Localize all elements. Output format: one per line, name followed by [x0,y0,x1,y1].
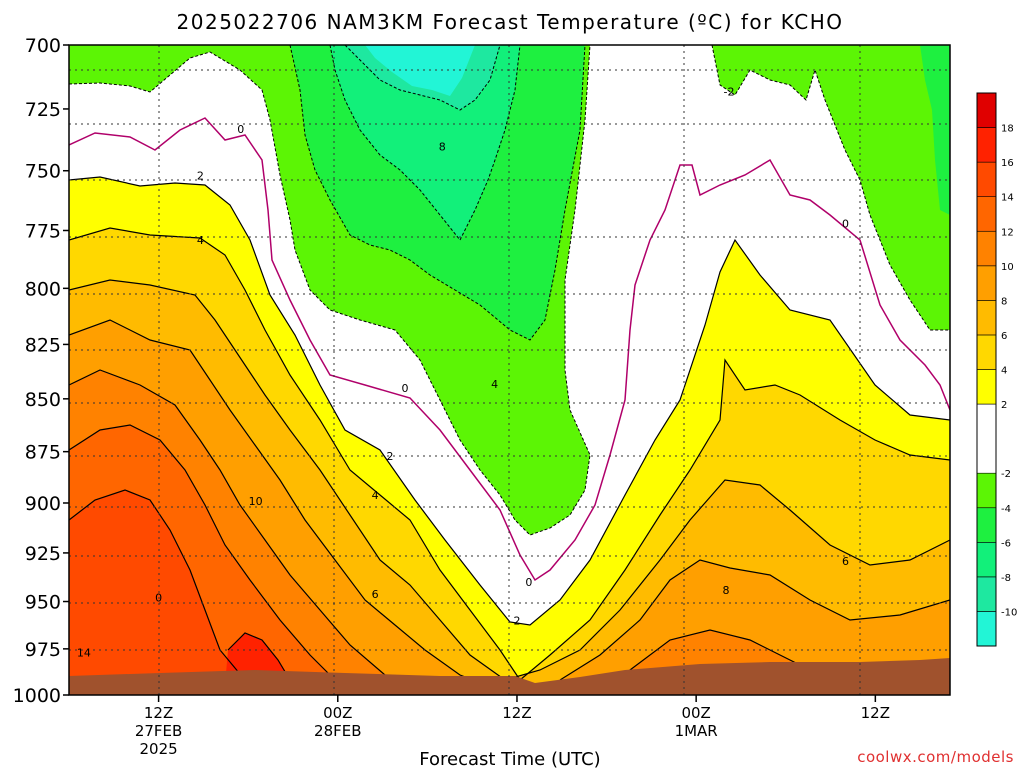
colorbar-swatch [976,300,997,336]
contour-label: 2 [197,170,204,183]
band-minus2-minus4-east [712,45,950,330]
colorbar-swatch [976,507,997,543]
contour-label: 0 [155,592,162,605]
contour-label: 0 [401,382,408,395]
colorbar-label: -10 [1001,607,1017,618]
contour-label: 6 [372,588,379,601]
y-tick-label: 700 [25,35,61,57]
colorbar-swatch [976,576,997,612]
colorbar-swatch [976,472,997,509]
contour-plus16-line [227,632,291,681]
contour-label: 8 [723,584,730,597]
x-tick-label-date: 28FEB [314,722,361,740]
y-axis: 700 725 750 775 800 825 850 875 900 925 950 975 1000 [13,35,69,707]
contour-minus4-line [289,45,586,341]
colorbar-swatch [976,369,997,405]
y-tick-label: 825 [25,334,61,356]
band-14-16 [69,490,245,690]
contour-label: 10 [249,495,263,508]
colorbar-swatch [976,161,997,197]
colorbar-label: -8 [1001,573,1011,584]
colorbar: 18 16 14 12 10 8 6 4 2 -2 -4 -6 -8 -10 [976,92,1017,647]
x-tick-label-date: 1MAR [675,722,718,740]
y-tick-label: 975 [25,639,61,661]
chart-title: 2025022706 NAM3KM Forecast Temperature (… [177,10,844,34]
colorbar-label: 8 [1001,296,1007,307]
contour-plus4-line [69,227,950,681]
grid-lines [69,45,950,695]
x-tick-label-year: 2025 [139,740,177,758]
contour-labels: 0 2 4 -2 8 0 0 4 2 4 10 6 8 6 0 2 0 14 [77,85,849,659]
y-tick-label: 875 [25,442,61,464]
y-tick-label: 950 [25,592,61,614]
band-minus10-minus12 [365,45,475,96]
colorbar-label: 14 [1001,193,1014,204]
contour-label: 6 [842,555,849,568]
contour-label: 14 [77,647,91,660]
colorbar-swatch [976,334,997,370]
colorbar-label: 16 [1001,158,1014,169]
contour-plus6-line [69,279,950,681]
colorbar-swatch [976,196,997,232]
y-tick-label: 850 [25,389,61,411]
colorbar-label: -4 [1001,504,1011,515]
x-tick-label-date: 27FEB [135,722,182,740]
contour-plus12-line [69,424,341,686]
x-axis-title: Forecast Time (UTC) [419,749,600,768]
colorbar-label: 10 [1001,262,1014,273]
y-tick-label: 750 [25,161,61,183]
contour-minus2-east-line [711,45,950,331]
colorbar-frame [976,92,997,647]
contour-label: -2 [724,85,735,98]
contour-minus2-west-line [69,45,591,536]
y-tick-label: 925 [25,543,61,565]
x-tick-label-time: 00Z [323,704,352,722]
x-tick-label-time: 00Z [681,704,710,722]
contour-label: 4 [491,378,498,391]
band-10-12 [69,370,950,695]
x-tick-label-time: 12Z [502,704,531,722]
colorbar-swatch [976,92,997,128]
contour-label: 0 [525,576,532,589]
x-tick-label-time: 12Z [861,704,890,722]
contour-zero-line [69,117,950,582]
contour-label: 0 [842,217,849,230]
contour-label: 4 [197,234,204,247]
contour-minus6-line [329,45,521,241]
colorbar-swatch [976,127,997,163]
colorbar-label: 18 [1001,124,1014,135]
colorbar-swatch [976,230,997,267]
colorbar-label: 6 [1001,331,1007,342]
contour-label: 8 [439,140,446,153]
y-tick-label: 800 [25,278,61,300]
contour-label: 2 [513,615,520,628]
contour-plus8-line [69,319,950,691]
colorbar-swatch [976,611,997,647]
contour-plus2-line [69,176,950,626]
x-tick-label-time: 12Z [144,704,173,722]
contour-label: 4 [372,489,379,502]
colorbar-swatch [976,265,997,301]
contour-plus14-line [69,489,246,681]
colorbar-swatch [976,403,997,474]
y-tick-label: 900 [25,493,61,515]
colorbar-swatch [976,542,997,578]
y-tick-label: 725 [25,99,61,121]
credit-link[interactable]: coolwx.com/models [857,748,1014,766]
colorbar-label: -6 [1001,538,1011,549]
colorbar-label: -2 [1001,469,1011,480]
colorbar-label: 4 [1001,366,1007,377]
contour-label: 2 [387,450,394,463]
colorbar-label: 2 [1001,400,1007,411]
colorbar-label: 12 [1001,227,1014,238]
y-tick-label: 775 [25,220,61,242]
plot-frame [68,44,951,696]
contour-label: 0 [237,123,244,136]
y-tick-label: 1000 [13,685,61,707]
